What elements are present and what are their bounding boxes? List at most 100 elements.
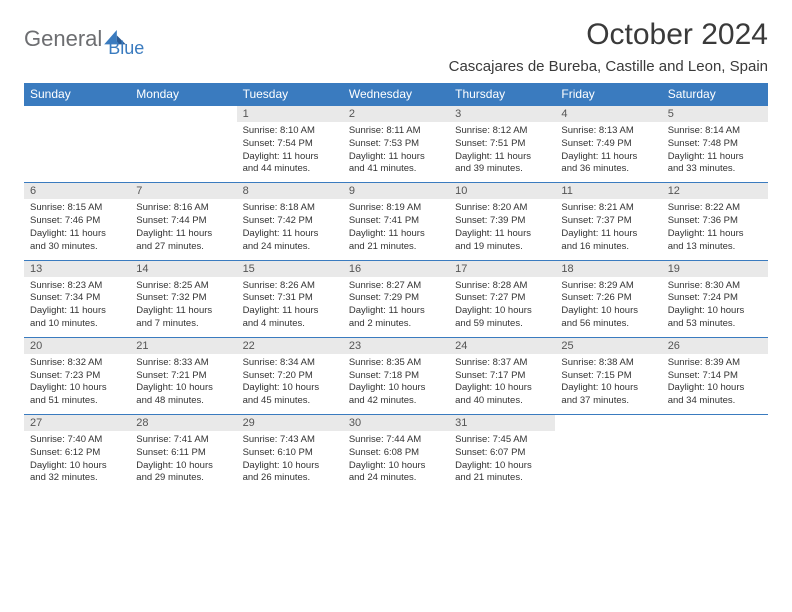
calendar-day-cell: 14Sunrise: 8:25 AMSunset: 7:32 PMDayligh… [130,260,236,337]
day-number: 10 [449,183,555,199]
weekday-header: Tuesday [237,83,343,106]
day-number: 29 [237,415,343,431]
day-number: 4 [555,106,661,122]
sunrise-text: Sunrise: 7:44 AM [349,434,443,447]
sunrise-text: Sunrise: 8:21 AM [561,202,655,215]
day-details: Sunrise: 8:20 AMSunset: 7:39 PMDaylight:… [449,199,555,259]
calendar-table: Sunday Monday Tuesday Wednesday Thursday… [24,83,768,491]
sunset-text: Sunset: 7:54 PM [243,138,337,151]
calendar-week-row: 13Sunrise: 8:23 AMSunset: 7:34 PMDayligh… [24,260,768,337]
daylight-text: Daylight: 11 hours and 24 minutes. [243,228,337,254]
sunset-text: Sunset: 7:46 PM [30,215,124,228]
daylight-text: Daylight: 11 hours and 13 minutes. [668,228,762,254]
weekday-header: Wednesday [343,83,449,106]
sunrise-text: Sunrise: 8:13 AM [561,125,655,138]
sunset-text: Sunset: 7:41 PM [349,215,443,228]
sunrise-text: Sunrise: 7:40 AM [30,434,124,447]
day-number: 16 [343,261,449,277]
sunrise-text: Sunrise: 8:25 AM [136,280,230,293]
day-details: Sunrise: 7:44 AMSunset: 6:08 PMDaylight:… [343,431,449,491]
day-details: Sunrise: 8:30 AMSunset: 7:24 PMDaylight:… [662,277,768,337]
sunset-text: Sunset: 7:36 PM [668,215,762,228]
daylight-text: Daylight: 11 hours and 16 minutes. [561,228,655,254]
sunrise-text: Sunrise: 8:11 AM [349,125,443,138]
day-number: 30 [343,415,449,431]
day-details: Sunrise: 8:10 AMSunset: 7:54 PMDaylight:… [237,122,343,182]
day-details: Sunrise: 8:12 AMSunset: 7:51 PMDaylight:… [449,122,555,182]
daylight-text: Daylight: 11 hours and 44 minutes. [243,151,337,177]
daylight-text: Daylight: 10 hours and 56 minutes. [561,305,655,331]
sunrise-text: Sunrise: 8:34 AM [243,357,337,370]
day-details: Sunrise: 8:28 AMSunset: 7:27 PMDaylight:… [449,277,555,337]
calendar-day-cell: 9Sunrise: 8:19 AMSunset: 7:41 PMDaylight… [343,183,449,260]
sunset-text: Sunset: 7:15 PM [561,370,655,383]
day-details: Sunrise: 8:13 AMSunset: 7:49 PMDaylight:… [555,122,661,182]
calendar-day-cell: 12Sunrise: 8:22 AMSunset: 7:36 PMDayligh… [662,183,768,260]
calendar-day-cell: 19Sunrise: 8:30 AMSunset: 7:24 PMDayligh… [662,260,768,337]
calendar-day-cell: 22Sunrise: 8:34 AMSunset: 7:20 PMDayligh… [237,337,343,414]
sunrise-text: Sunrise: 8:37 AM [455,357,549,370]
sunrise-text: Sunrise: 8:23 AM [30,280,124,293]
sunset-text: Sunset: 6:10 PM [243,447,337,460]
calendar-day-cell: 8 Sunrise: 8:18 AMSunset: 7:42 PMDaylight… [237,183,343,260]
calendar-day-cell: 15Sunrise: 8:26 AMSunset: 7:31 PMDayligh… [237,260,343,337]
weekday-header: Sunday [24,83,130,106]
calendar-day-cell: 16Sunrise: 8:27 AMSunset: 7:29 PMDayligh… [343,260,449,337]
day-number: 3 [449,106,555,122]
sunset-text: Sunset: 7:53 PM [349,138,443,151]
daylight-text: Daylight: 11 hours and 10 minutes. [30,305,124,331]
day-details: Sunrise: 8:14 AMSunset: 7:48 PMDaylight:… [662,122,768,182]
calendar-day-cell: 24Sunrise: 8:37 AMSunset: 7:17 PMDayligh… [449,337,555,414]
weekday-header: Monday [130,83,236,106]
weekday-header: Saturday [662,83,768,106]
day-details: Sunrise: 8:11 AMSunset: 7:53 PMDaylight:… [343,122,449,182]
sunset-text: Sunset: 6:07 PM [455,447,549,460]
sunset-text: Sunset: 6:12 PM [30,447,124,460]
calendar-day-cell: 25Sunrise: 8:38 AMSunset: 7:15 PMDayligh… [555,337,661,414]
weekday-header: Thursday [449,83,555,106]
sunrise-text: Sunrise: 8:18 AM [243,202,337,215]
sunrise-text: Sunrise: 8:12 AM [455,125,549,138]
daylight-text: Daylight: 10 hours and 34 minutes. [668,382,762,408]
calendar-day-cell [130,106,236,183]
sunset-text: Sunset: 7:17 PM [455,370,549,383]
daylight-text: Daylight: 10 hours and 48 minutes. [136,382,230,408]
calendar-day-cell: 2Sunrise: 8:11 AMSunset: 7:53 PMDaylight… [343,106,449,183]
calendar-day-cell: 3Sunrise: 8:12 AMSunset: 7:51 PMDaylight… [449,106,555,183]
daylight-text: Daylight: 10 hours and 32 minutes. [30,460,124,486]
day-number: 15 [237,261,343,277]
day-details: Sunrise: 8:38 AMSunset: 7:15 PMDaylight:… [555,354,661,414]
calendar-day-cell: 10Sunrise: 8:20 AMSunset: 7:39 PMDayligh… [449,183,555,260]
day-number: 1 [237,106,343,122]
daylight-text: Daylight: 10 hours and 45 minutes. [243,382,337,408]
calendar-day-cell: 17Sunrise: 8:28 AMSunset: 7:27 PMDayligh… [449,260,555,337]
daylight-text: Daylight: 10 hours and 21 minutes. [455,460,549,486]
logo-text-general: General [24,26,102,52]
daylight-text: Daylight: 10 hours and 40 minutes. [455,382,549,408]
calendar-day-cell: 30Sunrise: 7:44 AMSunset: 6:08 PMDayligh… [343,415,449,492]
day-number: 17 [449,261,555,277]
calendar-day-cell: 29Sunrise: 7:43 AMSunset: 6:10 PMDayligh… [237,415,343,492]
calendar-day-cell: 28Sunrise: 7:41 AMSunset: 6:11 PMDayligh… [130,415,236,492]
sunset-text: Sunset: 7:42 PM [243,215,337,228]
weekday-header: Friday [555,83,661,106]
sunset-text: Sunset: 7:34 PM [30,292,124,305]
sunrise-text: Sunrise: 8:16 AM [136,202,230,215]
sunset-text: Sunset: 7:29 PM [349,292,443,305]
daylight-text: Daylight: 10 hours and 51 minutes. [30,382,124,408]
day-number: 19 [662,261,768,277]
day-number: 26 [662,338,768,354]
day-details: Sunrise: 8:25 AMSunset: 7:32 PMDaylight:… [130,277,236,337]
day-number: 28 [130,415,236,431]
sunrise-text: Sunrise: 8:27 AM [349,280,443,293]
day-number: 11 [555,183,661,199]
daylight-text: Daylight: 11 hours and 36 minutes. [561,151,655,177]
day-number: 6 [24,183,130,199]
day-details: Sunrise: 7:41 AMSunset: 6:11 PMDaylight:… [130,431,236,491]
weekday-header-row: Sunday Monday Tuesday Wednesday Thursday… [24,83,768,106]
day-number: 20 [24,338,130,354]
daylight-text: Daylight: 11 hours and 27 minutes. [136,228,230,254]
day-number: 8 [237,183,343,199]
calendar-week-row: 27Sunrise: 7:40 AMSunset: 6:12 PMDayligh… [24,415,768,492]
day-details: Sunrise: 8:15 AMSunset: 7:46 PMDaylight:… [24,199,130,259]
